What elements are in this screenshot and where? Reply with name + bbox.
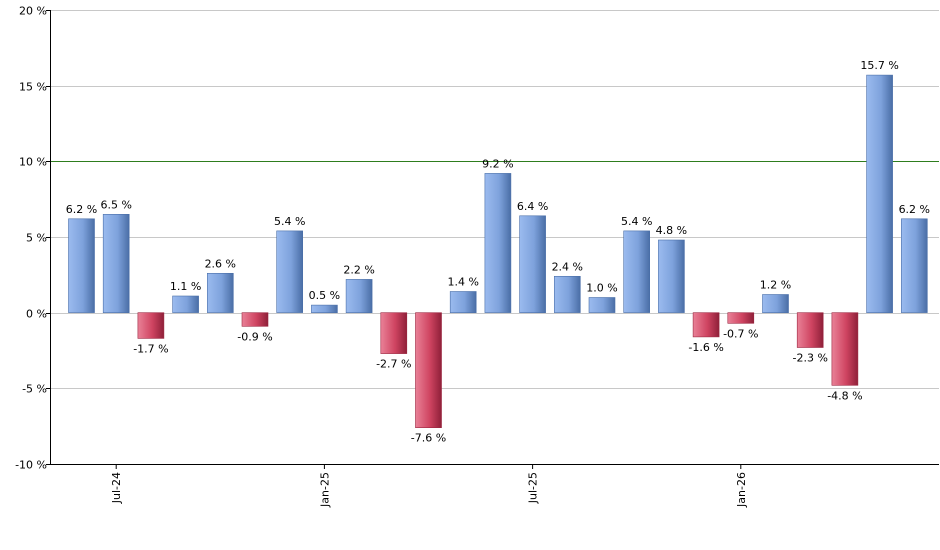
bar-positive xyxy=(276,230,304,313)
x-tick-label: Jul-24 xyxy=(110,472,123,504)
bar-positive xyxy=(207,272,234,313)
data-label: 5.4 % xyxy=(274,215,305,228)
y-tick-label: 10 % xyxy=(19,156,47,169)
y-tick-label: 0 % xyxy=(26,308,47,321)
bar-positive xyxy=(588,297,616,313)
bar-negative xyxy=(137,312,165,339)
data-label: 4.8 % xyxy=(656,224,687,237)
bar-negative xyxy=(692,312,720,338)
data-label: 2.2 % xyxy=(343,263,374,276)
bar-positive xyxy=(449,291,477,314)
y-tick-label: 15 % xyxy=(19,81,47,94)
bar-positive xyxy=(658,239,685,313)
data-label: 6.5 % xyxy=(100,198,131,211)
bar-positive xyxy=(623,230,651,313)
data-label: 6.4 % xyxy=(517,200,548,213)
x-tick-labels: Jul-24 Jan-25 Jul-25 Jan-26 xyxy=(110,472,748,508)
y-tick-label: 5 % xyxy=(26,232,47,245)
bar-positive xyxy=(519,215,546,314)
data-label: 1.2 % xyxy=(760,279,791,292)
y-tick-label: 20 % xyxy=(19,5,47,18)
bar-negative xyxy=(796,312,824,348)
bar-negative xyxy=(727,312,755,324)
data-label: 1.4 % xyxy=(447,276,478,289)
data-label: 6.2 % xyxy=(899,203,930,216)
y-tick-label: -10 % xyxy=(15,459,47,472)
bar-negative xyxy=(415,312,442,429)
data-label: -4.8 % xyxy=(827,389,862,402)
data-label: 15.7 % xyxy=(860,59,898,72)
bar-positive xyxy=(484,173,512,313)
axes xyxy=(46,10,939,469)
bar-negative xyxy=(831,312,859,386)
data-label: -2.3 % xyxy=(792,352,827,365)
bar-positive xyxy=(345,279,373,313)
data-label: 1.1 % xyxy=(170,280,201,293)
y-tick-labels: 20 % 15 % 10 % 5 % 0 % -5 % -10 % xyxy=(15,5,47,472)
bar-positive xyxy=(553,275,581,313)
data-label: -0.9 % xyxy=(237,330,272,343)
data-label: -7.6 % xyxy=(411,432,446,445)
bar-positive xyxy=(172,295,199,313)
bar-positive xyxy=(762,294,789,314)
bar-positive xyxy=(900,218,928,313)
data-label: 5.4 % xyxy=(621,215,652,228)
bar-positive xyxy=(866,74,893,314)
bar-positive xyxy=(68,218,95,313)
x-tick-label: Jul-25 xyxy=(527,472,540,504)
bar-positive xyxy=(311,304,338,314)
bar-negative xyxy=(241,312,269,327)
y-tick-label: -5 % xyxy=(22,383,47,396)
x-tick-label: Jan-25 xyxy=(318,472,331,508)
x-tick-label: Jan-26 xyxy=(735,472,748,508)
data-labels: 6.2 % 6.5 %-1.7 %1.1 %2.6 %-0.9 %5.4 %0.5… xyxy=(66,59,930,445)
data-label: -0.7 % xyxy=(723,327,758,340)
data-label: -1.6 % xyxy=(688,341,723,354)
data-label: 0.5 % xyxy=(309,289,340,302)
bar-positive xyxy=(102,214,130,314)
data-label: 2.6 % xyxy=(205,257,236,270)
data-label: 6.2 % xyxy=(66,203,97,216)
data-label: 9.2 % xyxy=(482,157,513,170)
data-label: 2.4 % xyxy=(552,260,583,273)
data-label: 1.0 % xyxy=(586,282,617,295)
data-label: -2.7 % xyxy=(376,358,411,371)
data-label: -1.7 % xyxy=(133,342,168,355)
bar-negative xyxy=(380,312,408,354)
bars xyxy=(68,74,928,429)
